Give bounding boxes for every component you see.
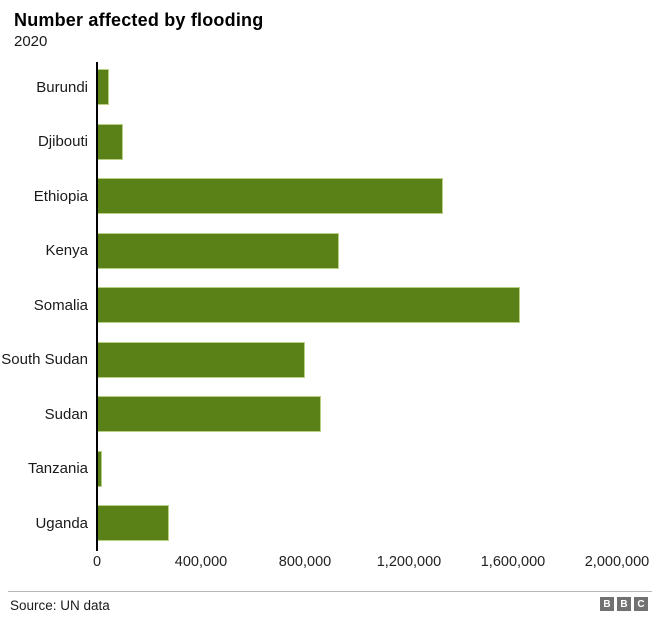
x-tick-label: 800,000 [278, 554, 332, 570]
category-label: Tanzania [27, 460, 88, 478]
category-label: South Sudan [1, 351, 88, 369]
bar-south-sudan [97, 341, 305, 378]
bar-row: Tanzania [0, 442, 660, 497]
x-tick-label: 1,200,000 [376, 554, 442, 570]
category-label: Sudan [44, 405, 88, 423]
y-axis-line [96, 62, 98, 551]
category-label: Ethiopia [33, 187, 88, 205]
x-tick-label: 2,000,000 [584, 554, 650, 570]
bar-somalia [97, 287, 520, 324]
bar-row: Sudan [0, 387, 660, 442]
bar-row: Djibouti [0, 115, 660, 170]
bar-uganda [97, 505, 169, 542]
bar-burundi [97, 69, 109, 106]
x-tick-label: 1,600,000 [480, 554, 546, 570]
bbc-logo-letter: B [600, 597, 614, 611]
bar-row: Somalia [0, 278, 660, 333]
category-label: Somalia [33, 296, 88, 314]
chart-subtitle: 2020 [14, 33, 48, 50]
bbc-logo-letter: B [617, 597, 631, 611]
bar-rows: Burundi Djibouti Ethiopia Kenya Somalia South… [0, 60, 660, 551]
footer-divider [8, 591, 652, 592]
chart-title: Number affected by flooding [14, 10, 264, 30]
x-axis-tick-labels: 0 400,000 800,000 1,200,000 1,600,000 2,000,0… [0, 554, 660, 574]
category-label: Djibouti [37, 133, 88, 151]
bar-kenya [97, 232, 339, 269]
bbc-logo-letter: C [634, 597, 648, 611]
category-label: Burundi [36, 78, 88, 96]
bar-djibouti [97, 123, 123, 160]
source-label: Source: UN data [10, 598, 110, 613]
bar-ethiopia [97, 178, 443, 215]
bar-chart: Burundi Djibouti Ethiopia Kenya Somalia South… [0, 60, 660, 572]
bar-row: Uganda [0, 496, 660, 551]
bar-row: Burundi [0, 60, 660, 115]
bar-row: South Sudan [0, 333, 660, 388]
x-tick-label: 0 [92, 554, 102, 570]
category-label: Kenya [45, 242, 88, 260]
x-tick-label: 400,000 [174, 554, 228, 570]
bar-sudan [97, 396, 321, 433]
bar-row: Ethiopia [0, 169, 660, 224]
bar-row: Kenya [0, 224, 660, 279]
category-label: Uganda [35, 514, 88, 532]
